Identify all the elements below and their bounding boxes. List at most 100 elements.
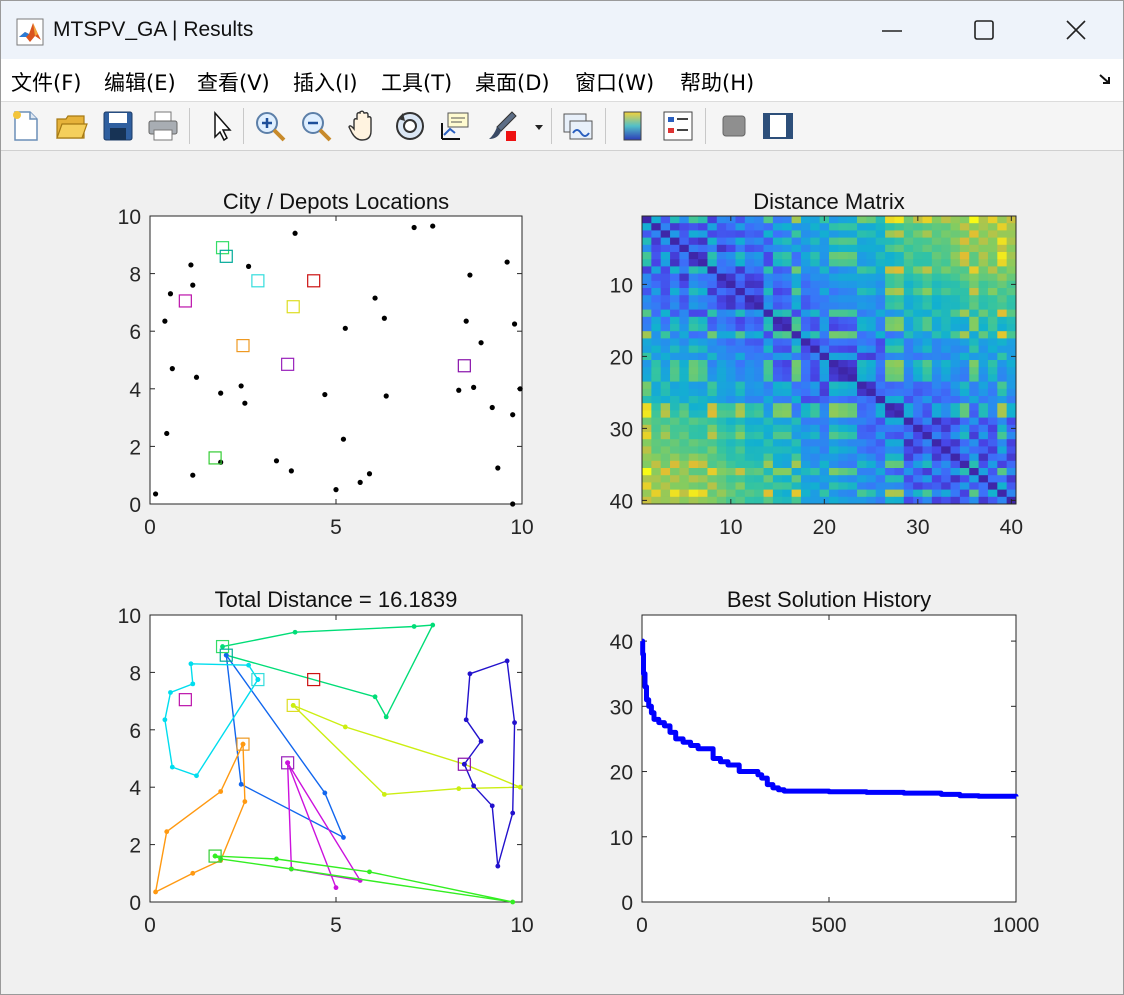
pan-button[interactable] [346,109,380,143]
heatmap-cell [726,460,736,469]
heatmap-cell [782,309,792,318]
heatmap-cell [866,489,877,498]
minimize-icon [882,30,902,32]
heatmap-cell [791,439,802,447]
colorbar-button[interactable] [616,109,650,143]
print-button[interactable] [146,109,180,143]
heatmap-cell [959,453,970,462]
link-plot-button[interactable] [561,109,595,143]
menu-tools[interactable]: 工具(T) [381,71,453,95]
hide-plot-tools-button[interactable] [717,109,751,143]
heatmap-cell [1006,324,1017,332]
heatmap-cell [987,223,998,231]
heatmap-cell [688,410,699,418]
heatmap-cell [642,237,652,246]
y-tick-label: 10 [610,274,633,297]
menu-desktop[interactable]: 桌面(D) [475,71,550,95]
heatmap-cell [885,216,895,224]
heatmap-cell [660,388,671,397]
minimize-button[interactable] [846,1,938,59]
heatmap-cell [857,396,867,404]
heatmap-cell [903,309,914,318]
heatmap-cell [782,295,792,303]
city-point [471,384,477,390]
heatmap-cell [670,309,680,318]
heatmap-cell [744,273,755,282]
heatmap-cell [735,230,746,238]
city-point [218,390,224,396]
heatmap-cell [716,388,727,397]
heatmap-cell [941,230,951,238]
depot-marker [178,693,192,707]
heatmap-cell [800,295,811,303]
zoom-in-button[interactable] [253,109,287,143]
heatmap-cell [931,252,942,260]
heatmap-cell [857,374,867,382]
heatmap-cell [651,410,662,418]
heatmap-cell [847,252,858,260]
heatmap-cell [885,352,895,361]
zoom-out-button[interactable] [299,109,333,143]
menu-window[interactable]: 窗口(W) [575,71,655,95]
save-button[interactable] [101,109,135,143]
close-button[interactable] [1030,1,1122,59]
heatmap-cell [969,237,979,246]
heatmap-cell [922,482,933,490]
heatmap-cell [875,475,886,483]
rotate-3d-button[interactable] [393,109,427,143]
menu-file[interactable]: 文件(F) [11,71,82,95]
heatmap-cell [819,273,830,282]
heatmap-cell [978,295,989,303]
route-point [463,717,469,723]
menu-view[interactable]: 查看(V) [197,71,270,95]
heatmap-cell [875,468,886,476]
heatmap-cell [688,273,699,282]
menu-insert[interactable]: 插入(I) [293,71,358,95]
heatmap-cell [716,460,727,469]
heatmap-cell [754,223,764,231]
heatmap-cell [829,331,839,339]
heatmap-cell [707,352,718,361]
heatmap-cell [800,252,811,260]
data-cursor-button[interactable] [438,109,472,143]
heatmap-cell [688,475,699,483]
new-figure-button[interactable] [9,109,43,143]
heatmap-cell [847,324,858,332]
heatmap-cell [959,460,970,469]
heatmap-cell [670,295,680,303]
heatmap-cell [810,230,821,238]
heatmap-cell [922,496,933,505]
heatmap-cell [819,432,830,440]
route-point [246,662,251,668]
heatmap-cell [875,252,886,260]
menu-edit[interactable]: 编辑(E) [104,71,176,95]
brush-dropdown-icon[interactable] [534,122,544,132]
heatmap-cell [894,331,905,339]
heatmap-cell [866,496,877,505]
heatmap-cell [679,496,690,505]
heatmap-cell [800,244,811,253]
heatmap-cell [763,316,774,325]
heatmap-cell [959,309,970,318]
show-plot-tools-button[interactable] [761,109,795,143]
heatmap-cell [987,244,998,253]
y-tick-label: 20 [610,346,633,369]
heatmap-cell [875,302,886,310]
heatmap-cell [875,266,886,274]
dock-arrow-icon[interactable] [1097,71,1113,87]
maximize-button[interactable] [938,1,1030,59]
pointer-button[interactable] [205,109,239,143]
rotate-3d-icon [396,112,424,140]
legend-button[interactable] [661,109,695,143]
heatmap-cell [800,496,811,505]
heatmap-cell [1006,302,1017,310]
heatmap-cell [670,460,680,469]
open-file-button[interactable] [54,109,88,143]
heatmap-cell [829,345,839,354]
brush-button[interactable] [486,109,520,143]
menu-help[interactable]: 帮助(H) [680,71,755,95]
